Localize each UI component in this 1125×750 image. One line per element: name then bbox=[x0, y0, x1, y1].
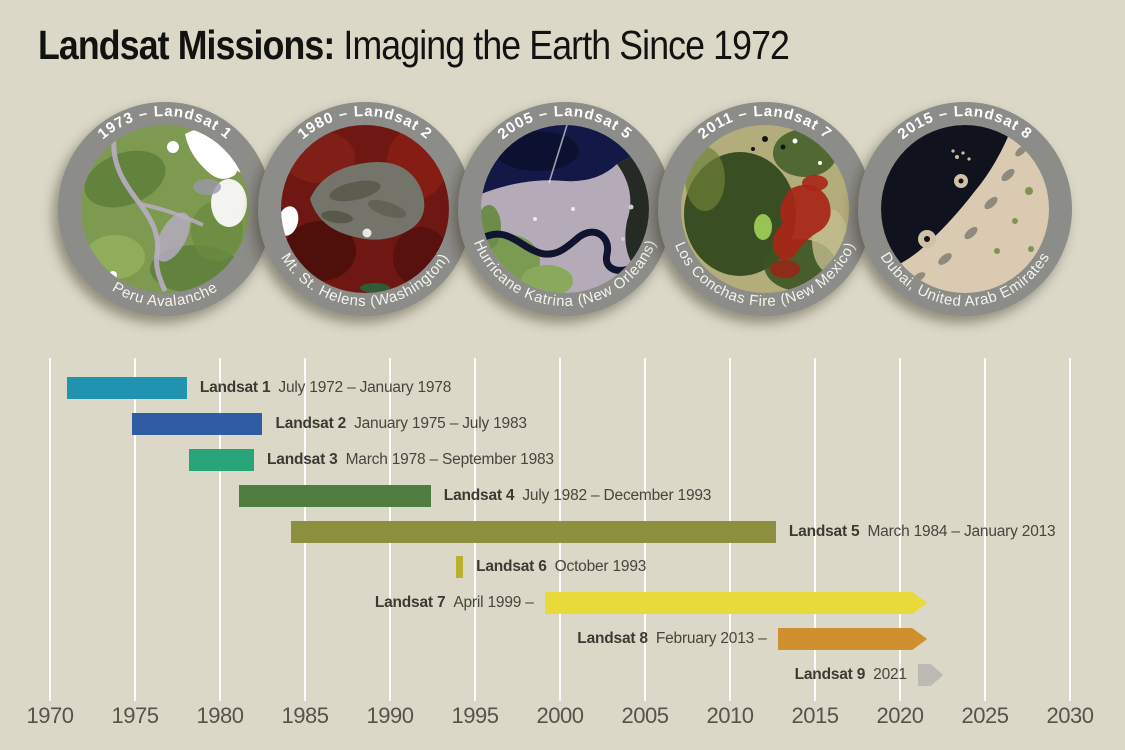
satellite-image-mt-st-helens bbox=[281, 125, 449, 293]
year-gridline bbox=[49, 358, 51, 701]
mission-bar-landsat-8 bbox=[778, 628, 928, 650]
mission-bar-landsat-2 bbox=[131, 413, 263, 435]
mission-bar-landsat-9 bbox=[918, 664, 944, 686]
landsat-disc-5: 2015 – Landsat 8 Dubai, United Arab Emir… bbox=[858, 102, 1072, 316]
axis-tick-label: 2020 bbox=[876, 703, 924, 728]
year-gridline bbox=[134, 358, 136, 701]
axis-tick-label: 1975 bbox=[111, 703, 159, 728]
page-title: Landsat Missions: Imaging the Earth Sinc… bbox=[38, 22, 790, 69]
axis-tick-label: 1985 bbox=[281, 703, 329, 728]
landsat-disc-3: 2005 – Landsat 5 Hurricane Katrina (New … bbox=[458, 102, 672, 316]
satellite-image-los-conchas-fire bbox=[681, 125, 849, 293]
axis-tick-label: 1990 bbox=[366, 703, 414, 728]
mission-label-landsat-4: Landsat 4 July 1982 – December 1993 bbox=[443, 487, 712, 504]
mission-bar-landsat-1 bbox=[67, 377, 187, 399]
page-title-regular: Imaging the Earth Since 1972 bbox=[334, 22, 790, 68]
satellite-image-peru-avalanche bbox=[81, 125, 249, 293]
mission-bar-landsat-7 bbox=[545, 592, 928, 614]
axis-tick-label: 2030 bbox=[1046, 703, 1094, 728]
landsat-disc-1: 1973 – Landsat 1 Peru Avalanche bbox=[58, 102, 272, 316]
year-gridline bbox=[814, 358, 816, 701]
axis-tick-label: 1980 bbox=[196, 703, 244, 728]
year-gridline bbox=[219, 358, 221, 701]
landsat-disc-4: 2011 – Landsat 7 Los Conchas Fire (New M… bbox=[658, 102, 872, 316]
axis-tick-label: 1995 bbox=[451, 703, 499, 728]
axis-tick-label: 2015 bbox=[791, 703, 839, 728]
axis-tick-label: 1970 bbox=[26, 703, 74, 728]
mission-label-landsat-2: Landsat 2 January 1975 – July 1983 bbox=[275, 415, 527, 432]
mission-label-landsat-5: Landsat 5 March 1984 – January 2013 bbox=[788, 523, 1056, 540]
landsat-disc-2: 1980 – Landsat 2 Mt. St. Helens (Washing… bbox=[258, 102, 472, 316]
mission-label-landsat-9: Landsat 9 2021 bbox=[794, 666, 907, 683]
mission-label-landsat-3: Landsat 3 March 1978 – September 1983 bbox=[267, 451, 554, 468]
mission-bar-landsat-3 bbox=[189, 449, 254, 471]
mission-label-landsat-1: Landsat 1 July 1972 – January 1978 bbox=[199, 379, 452, 396]
year-gridline bbox=[984, 358, 986, 701]
axis-tick-label: 2005 bbox=[621, 703, 669, 728]
page-title-bold: Landsat Missions: bbox=[38, 22, 335, 68]
mission-bar-landsat-5 bbox=[291, 521, 776, 543]
satellite-image-hurricane-katrina bbox=[481, 125, 649, 293]
mission-label-landsat-7: Landsat 7 April 1999 – bbox=[374, 594, 534, 611]
mission-label-landsat-8: Landsat 8 February 2013 – bbox=[577, 630, 767, 647]
axis-tick-label: 2025 bbox=[961, 703, 1009, 728]
satellite-image-dubai bbox=[881, 125, 1049, 293]
year-gridline bbox=[899, 358, 901, 701]
mission-bar-landsat-6 bbox=[456, 556, 464, 578]
mission-bar-landsat-4 bbox=[238, 485, 431, 507]
axis-tick-label: 2000 bbox=[536, 703, 584, 728]
year-gridline bbox=[1069, 358, 1071, 701]
axis-tick-label: 2010 bbox=[706, 703, 754, 728]
mission-label-landsat-6: Landsat 6 October 1993 bbox=[476, 558, 647, 575]
